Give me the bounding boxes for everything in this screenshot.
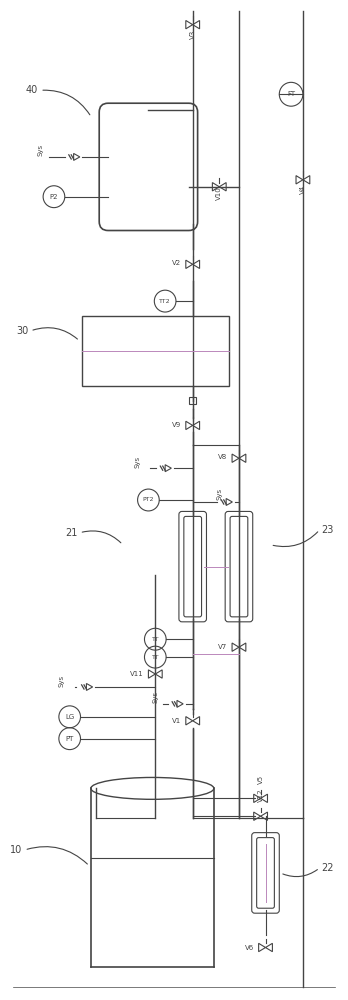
Text: 30: 30 — [16, 326, 29, 336]
Text: FT: FT — [287, 91, 295, 97]
Text: Sys: Sys — [152, 691, 158, 703]
Text: PT2: PT2 — [143, 497, 154, 502]
Text: TT: TT — [151, 655, 159, 660]
Text: TT: TT — [151, 637, 159, 642]
Text: V10: V10 — [216, 186, 222, 200]
Text: 10: 10 — [10, 845, 23, 855]
Text: V3: V3 — [190, 29, 196, 39]
Bar — [81, 316, 229, 386]
Text: V9: V9 — [172, 422, 181, 428]
Text: PT: PT — [65, 736, 74, 742]
Text: V8: V8 — [218, 454, 227, 460]
Text: 40: 40 — [26, 85, 38, 95]
Bar — [189, 397, 196, 404]
Text: V2: V2 — [172, 260, 181, 266]
Text: 21: 21 — [65, 528, 78, 538]
Text: V1: V1 — [172, 718, 181, 724]
Text: V4: V4 — [300, 185, 306, 194]
Text: Sys: Sys — [216, 488, 222, 500]
Text: TT2: TT2 — [159, 299, 171, 304]
Text: V12: V12 — [258, 789, 263, 802]
Text: V7: V7 — [218, 644, 227, 650]
Text: 23: 23 — [322, 525, 334, 535]
Text: V11: V11 — [130, 671, 143, 677]
Text: V6: V6 — [244, 944, 254, 950]
Text: Sys: Sys — [37, 144, 43, 156]
Text: Sys: Sys — [135, 456, 141, 468]
Text: 22: 22 — [322, 863, 334, 873]
Text: P2: P2 — [50, 194, 58, 200]
Text: LG: LG — [65, 714, 74, 720]
Text: Sys: Sys — [59, 675, 65, 687]
Text: V5: V5 — [258, 775, 263, 784]
